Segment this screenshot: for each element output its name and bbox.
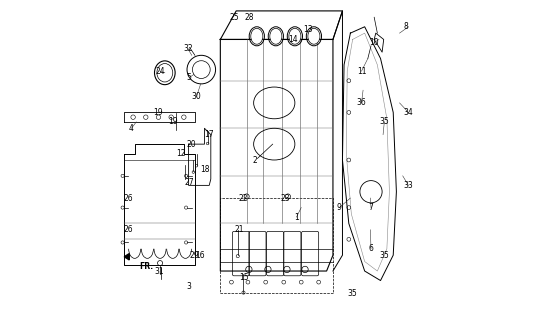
Text: 30: 30 xyxy=(192,92,202,101)
Text: 35: 35 xyxy=(379,251,389,260)
Text: 8: 8 xyxy=(404,22,408,31)
Text: 1: 1 xyxy=(294,212,299,222)
Text: 18: 18 xyxy=(200,165,209,174)
Bar xyxy=(220,198,333,293)
Text: 15: 15 xyxy=(239,273,249,282)
Ellipse shape xyxy=(251,28,263,44)
Text: 26: 26 xyxy=(123,194,133,203)
Text: 23: 23 xyxy=(280,194,290,203)
Text: 21: 21 xyxy=(234,225,244,234)
Text: 12: 12 xyxy=(176,149,185,158)
Polygon shape xyxy=(124,253,129,260)
Ellipse shape xyxy=(270,28,282,44)
Text: 34: 34 xyxy=(404,108,413,117)
Text: 32: 32 xyxy=(183,44,193,53)
Text: 13: 13 xyxy=(303,25,313,35)
Text: 26: 26 xyxy=(123,225,133,234)
Text: 6: 6 xyxy=(369,244,374,253)
Text: 3: 3 xyxy=(186,282,191,292)
Text: 9: 9 xyxy=(337,203,342,212)
Text: 7: 7 xyxy=(369,203,374,212)
Text: 27: 27 xyxy=(185,178,195,187)
Text: 29: 29 xyxy=(190,251,199,260)
Text: 36: 36 xyxy=(357,99,367,108)
Text: 33: 33 xyxy=(404,181,413,190)
Text: 19: 19 xyxy=(168,117,177,126)
Text: 35: 35 xyxy=(379,117,389,126)
Text: 2: 2 xyxy=(253,156,258,164)
Text: 20: 20 xyxy=(187,140,197,148)
Text: 17: 17 xyxy=(204,130,214,139)
Text: 10: 10 xyxy=(369,38,379,47)
Text: 35: 35 xyxy=(347,289,357,298)
Text: 14: 14 xyxy=(288,35,298,44)
Text: 5: 5 xyxy=(187,73,192,82)
Ellipse shape xyxy=(308,28,320,44)
Text: 4: 4 xyxy=(129,124,134,133)
Text: FR.: FR. xyxy=(139,262,153,271)
Text: 24: 24 xyxy=(155,67,165,76)
Text: 28: 28 xyxy=(244,13,254,22)
Text: 16: 16 xyxy=(195,251,204,260)
Text: 25: 25 xyxy=(230,13,239,22)
Text: 22: 22 xyxy=(239,194,248,203)
Ellipse shape xyxy=(289,28,301,44)
Text: 31: 31 xyxy=(154,267,164,276)
Text: 11: 11 xyxy=(357,67,366,76)
Text: 19: 19 xyxy=(154,108,163,117)
